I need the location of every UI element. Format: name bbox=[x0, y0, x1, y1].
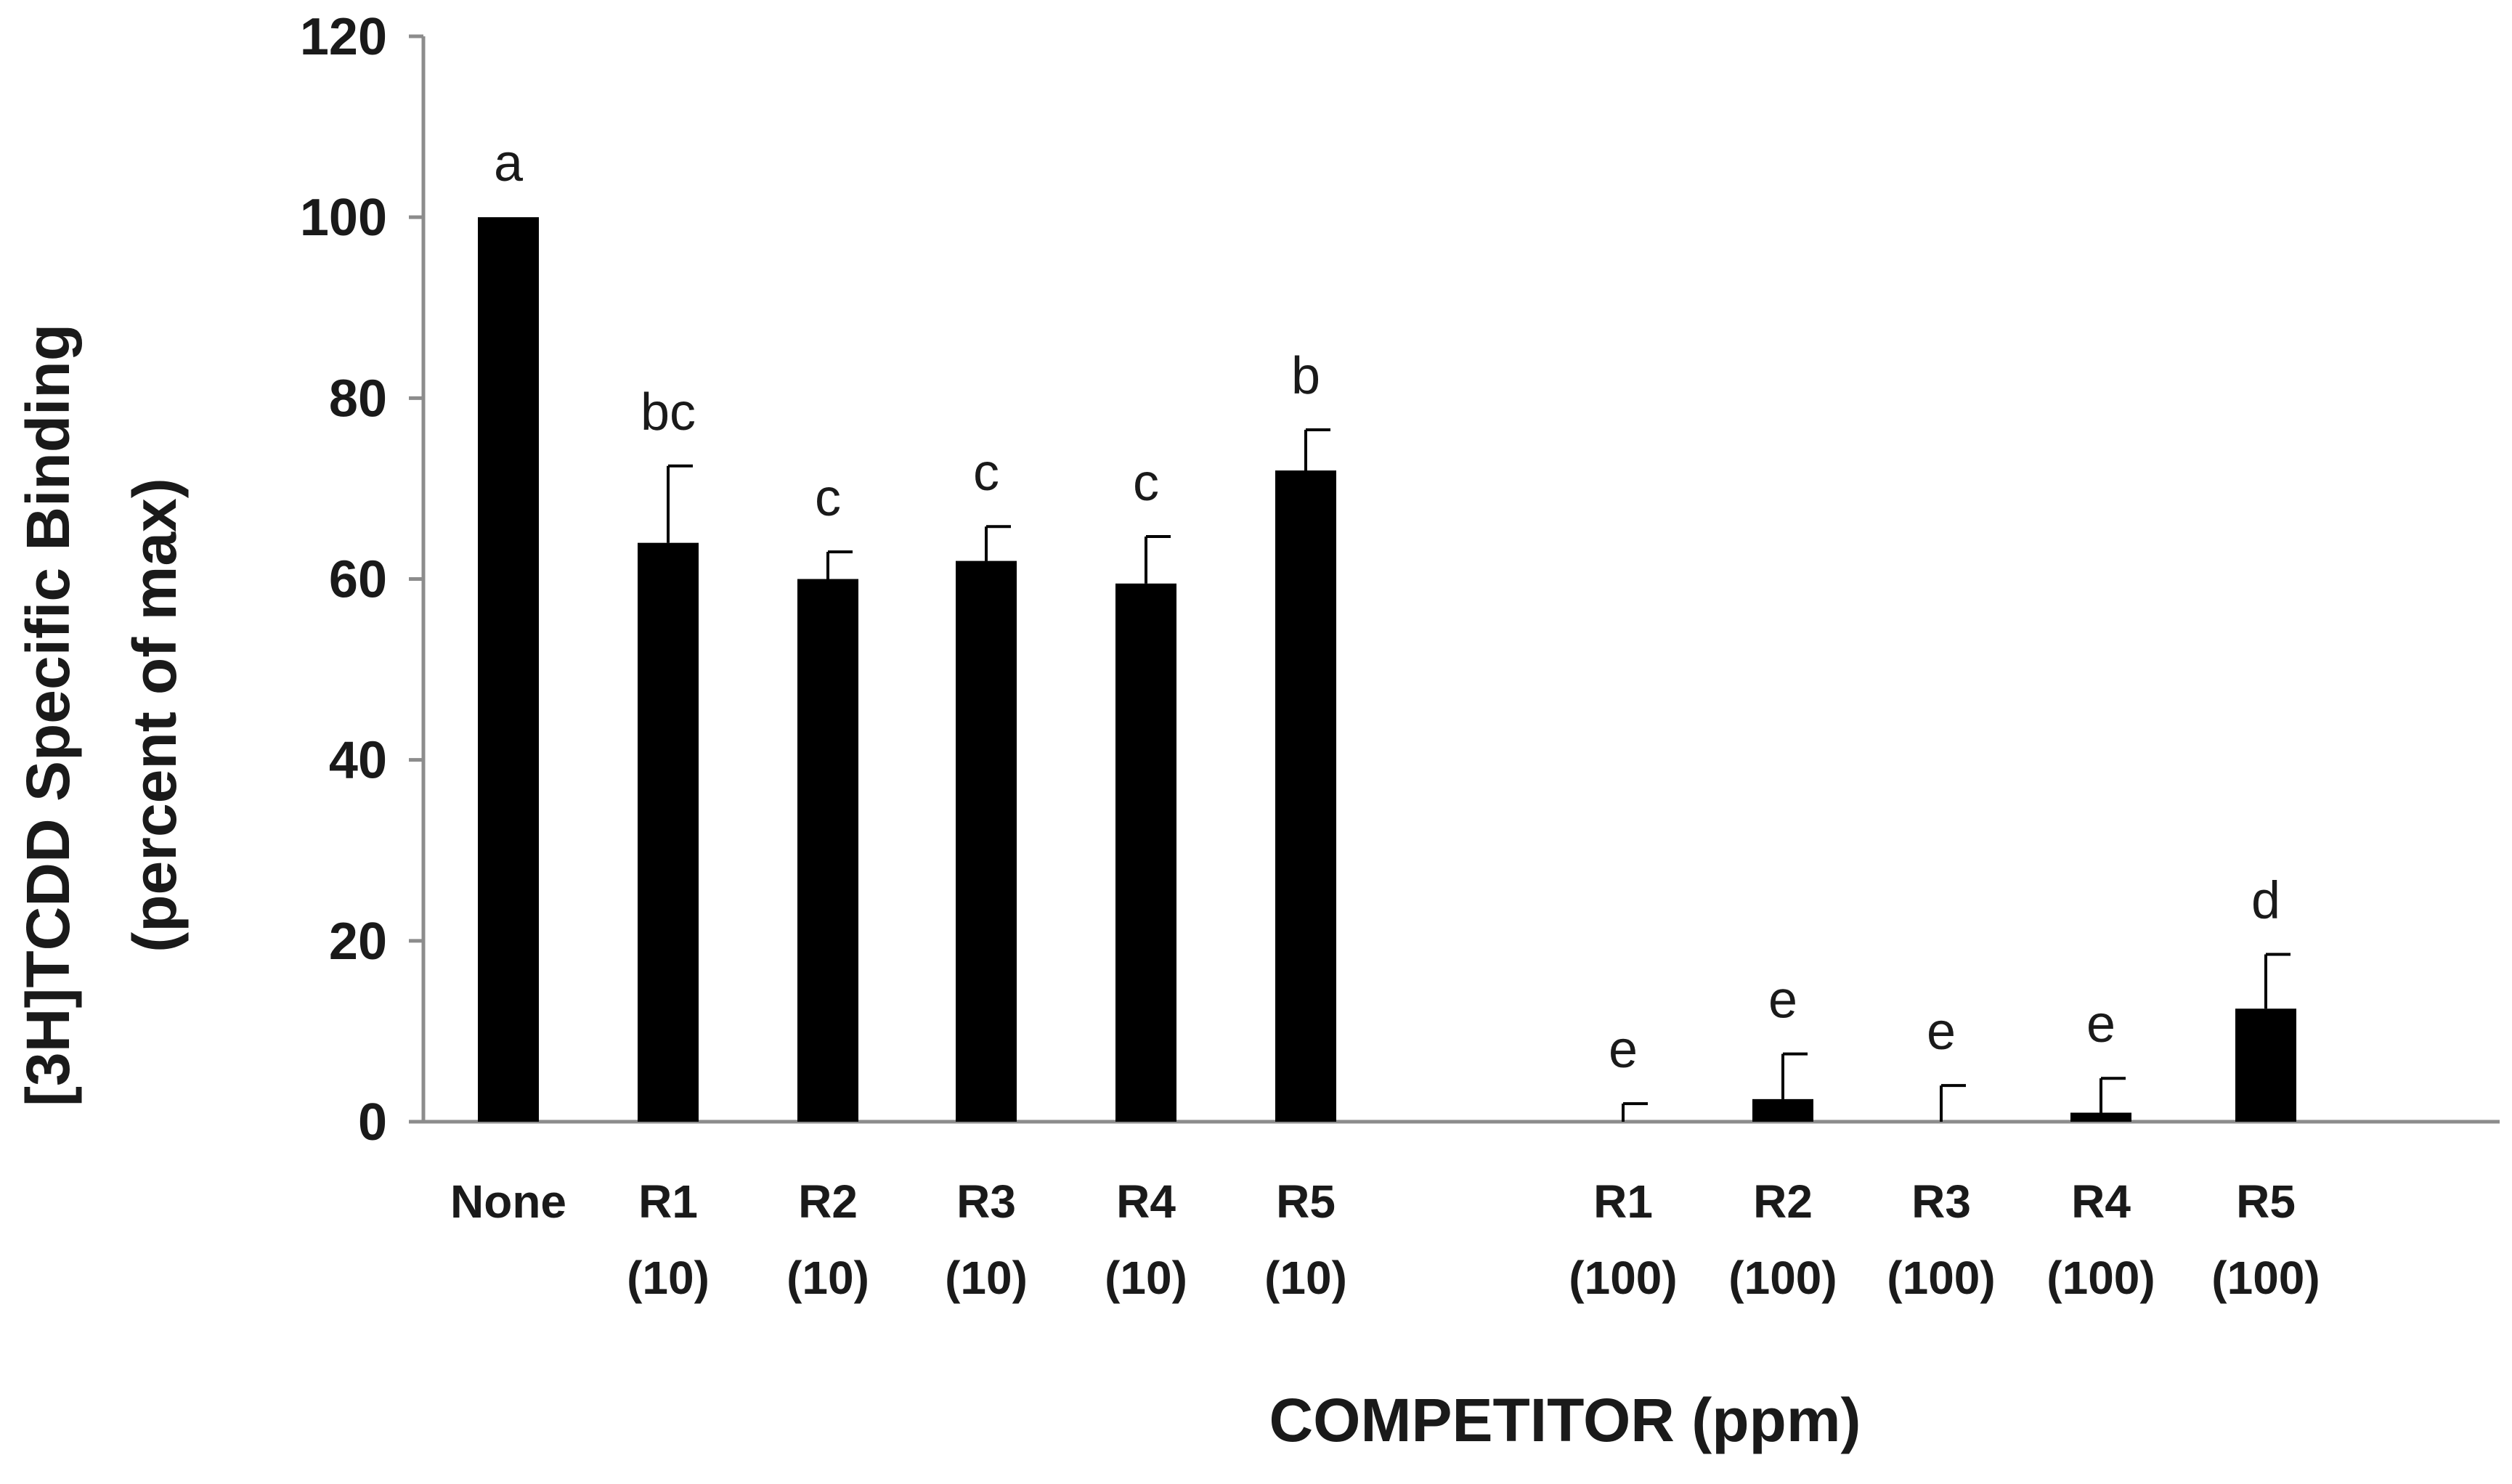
bar bbox=[478, 217, 539, 1122]
bar bbox=[638, 542, 699, 1122]
significance-label: c bbox=[815, 469, 841, 527]
bar bbox=[956, 560, 1017, 1122]
category-label: R3 bbox=[1911, 1175, 1971, 1228]
category-sublabel: (10) bbox=[627, 1252, 710, 1304]
category-label: R1 bbox=[638, 1175, 698, 1228]
bar bbox=[1115, 583, 1176, 1122]
category-sublabel: (10) bbox=[786, 1252, 869, 1304]
category-sublabel: (100) bbox=[1569, 1252, 1677, 1304]
category-sublabel: (10) bbox=[945, 1252, 1028, 1304]
bar bbox=[1275, 470, 1336, 1122]
y-axis: 0 20 40 60 80 100 120 bbox=[300, 8, 426, 1151]
significance-label: e bbox=[1609, 1021, 1638, 1079]
category-label: R5 bbox=[1276, 1175, 1336, 1228]
category-sublabel: (100) bbox=[2046, 1252, 2155, 1304]
y-tick-label: 20 bbox=[329, 913, 387, 971]
bars bbox=[478, 217, 2296, 1122]
significance-labels: a bc c c c b e e e e d bbox=[494, 134, 2280, 1079]
category-sublabel: (10) bbox=[1264, 1252, 1347, 1304]
category-labels: None R1 (10) R2 (10) R3 (10) R4 (10) R5 (10) R1 (100… bbox=[450, 1175, 2320, 1304]
category-label: R4 bbox=[1116, 1175, 1176, 1228]
y-tick-label: 60 bbox=[329, 551, 387, 609]
error-bars bbox=[667, 428, 2291, 1122]
significance-label: d bbox=[2251, 872, 2280, 930]
category-label: R3 bbox=[956, 1175, 1016, 1228]
category-sublabel: (10) bbox=[1105, 1252, 1187, 1304]
category-sublabel: (100) bbox=[1728, 1252, 1837, 1304]
y-tick-label: 80 bbox=[329, 370, 387, 428]
category-label: R4 bbox=[2071, 1175, 2131, 1228]
category-sublabel: (100) bbox=[2211, 1252, 2320, 1304]
category-label: None bbox=[450, 1175, 566, 1228]
significance-label: c bbox=[973, 444, 999, 502]
category-label: R2 bbox=[798, 1175, 858, 1228]
category-label: R2 bbox=[1753, 1175, 1813, 1228]
significance-label: e bbox=[1927, 1003, 1956, 1061]
y-tick-label: 0 bbox=[358, 1093, 387, 1151]
y-tick-label: 120 bbox=[300, 8, 387, 66]
significance-label: c bbox=[1133, 454, 1159, 512]
y-tick-label: 40 bbox=[329, 732, 387, 790]
y-axis-title-line1: [3H]TCDD Specific Binding bbox=[14, 324, 82, 1106]
category-sublabel: (100) bbox=[1887, 1252, 1995, 1304]
y-tick-label: 100 bbox=[300, 189, 387, 247]
bar bbox=[2235, 1008, 2296, 1122]
significance-label: e bbox=[1768, 971, 1797, 1030]
category-label: R1 bbox=[1593, 1175, 1653, 1228]
significance-label: bc bbox=[641, 383, 696, 441]
x-axis-title: COMPETITOR (ppm) bbox=[1269, 1386, 1861, 1454]
bar bbox=[797, 579, 858, 1122]
bar bbox=[2070, 1112, 2131, 1122]
significance-label: e bbox=[2086, 995, 2115, 1053]
significance-label: a bbox=[494, 134, 524, 192]
significance-label: b bbox=[1291, 347, 1320, 405]
bar bbox=[1752, 1098, 1813, 1122]
y-axis-title-line2: (percent of max) bbox=[121, 478, 189, 952]
category-label: R5 bbox=[2236, 1175, 2296, 1228]
